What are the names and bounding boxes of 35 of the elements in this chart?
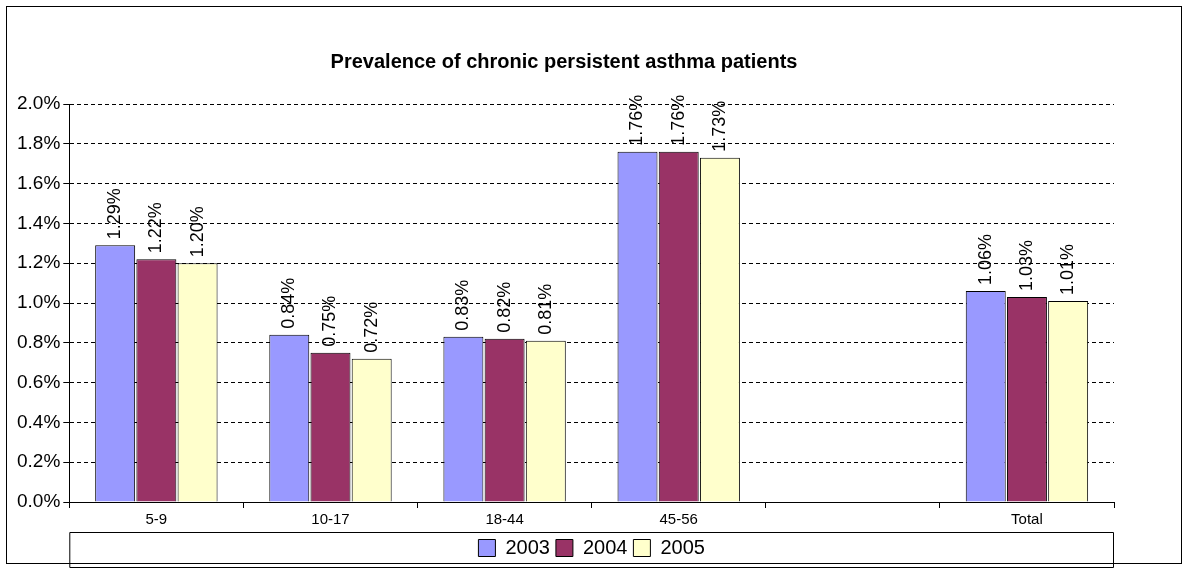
data-label: 1.22% (145, 202, 166, 254)
data-label: 1.03% (1015, 239, 1036, 292)
data-label: 0.83% (452, 279, 473, 331)
x-tick-label: 10-17 (311, 510, 350, 528)
y-tick-label: 0.6% (16, 370, 61, 392)
y-tick-label: 0.8% (16, 331, 61, 353)
data-label: 0.82% (493, 281, 514, 333)
data-label: 1.20% (186, 206, 207, 258)
data-label: 1.76% (626, 94, 647, 146)
y-tick-label: 1.8% (16, 132, 61, 154)
data-label: 0.84% (278, 277, 299, 329)
y-tick-label: 1.0% (16, 291, 61, 313)
legend-label: 2004 (582, 535, 628, 558)
data-label: 1.76% (667, 94, 688, 146)
y-tick-label: 0.0% (16, 490, 61, 512)
x-tick-label: 5-9 (145, 510, 168, 528)
data-label: 0.72% (360, 301, 381, 353)
data-label: 1.73% (708, 100, 729, 152)
chart-title: Prevalence of chronic persistent asthma patients (330, 49, 798, 72)
x-tick-label: 18-44 (485, 510, 524, 528)
y-tick-label: 0.4% (16, 410, 61, 432)
x-tick-label: Total (1011, 510, 1043, 528)
x-tick-label: 45-56 (659, 510, 698, 528)
data-label: 1.01% (1057, 243, 1078, 296)
y-tick-label: 1.2% (16, 251, 61, 273)
y-tick-label: 0.2% (16, 450, 61, 472)
data-label: 1.06% (974, 234, 995, 286)
y-tick-label: 1.4% (16, 211, 61, 233)
y-tick-label: 1.6% (16, 171, 61, 193)
data-label: 0.81% (534, 283, 555, 335)
data-label: 1.29% (104, 188, 125, 240)
data-label: 0.75% (319, 295, 340, 347)
y-tick-label: 2.0% (16, 92, 61, 114)
legend-label: 2003 (505, 535, 550, 558)
legend-label: 2005 (660, 535, 705, 558)
